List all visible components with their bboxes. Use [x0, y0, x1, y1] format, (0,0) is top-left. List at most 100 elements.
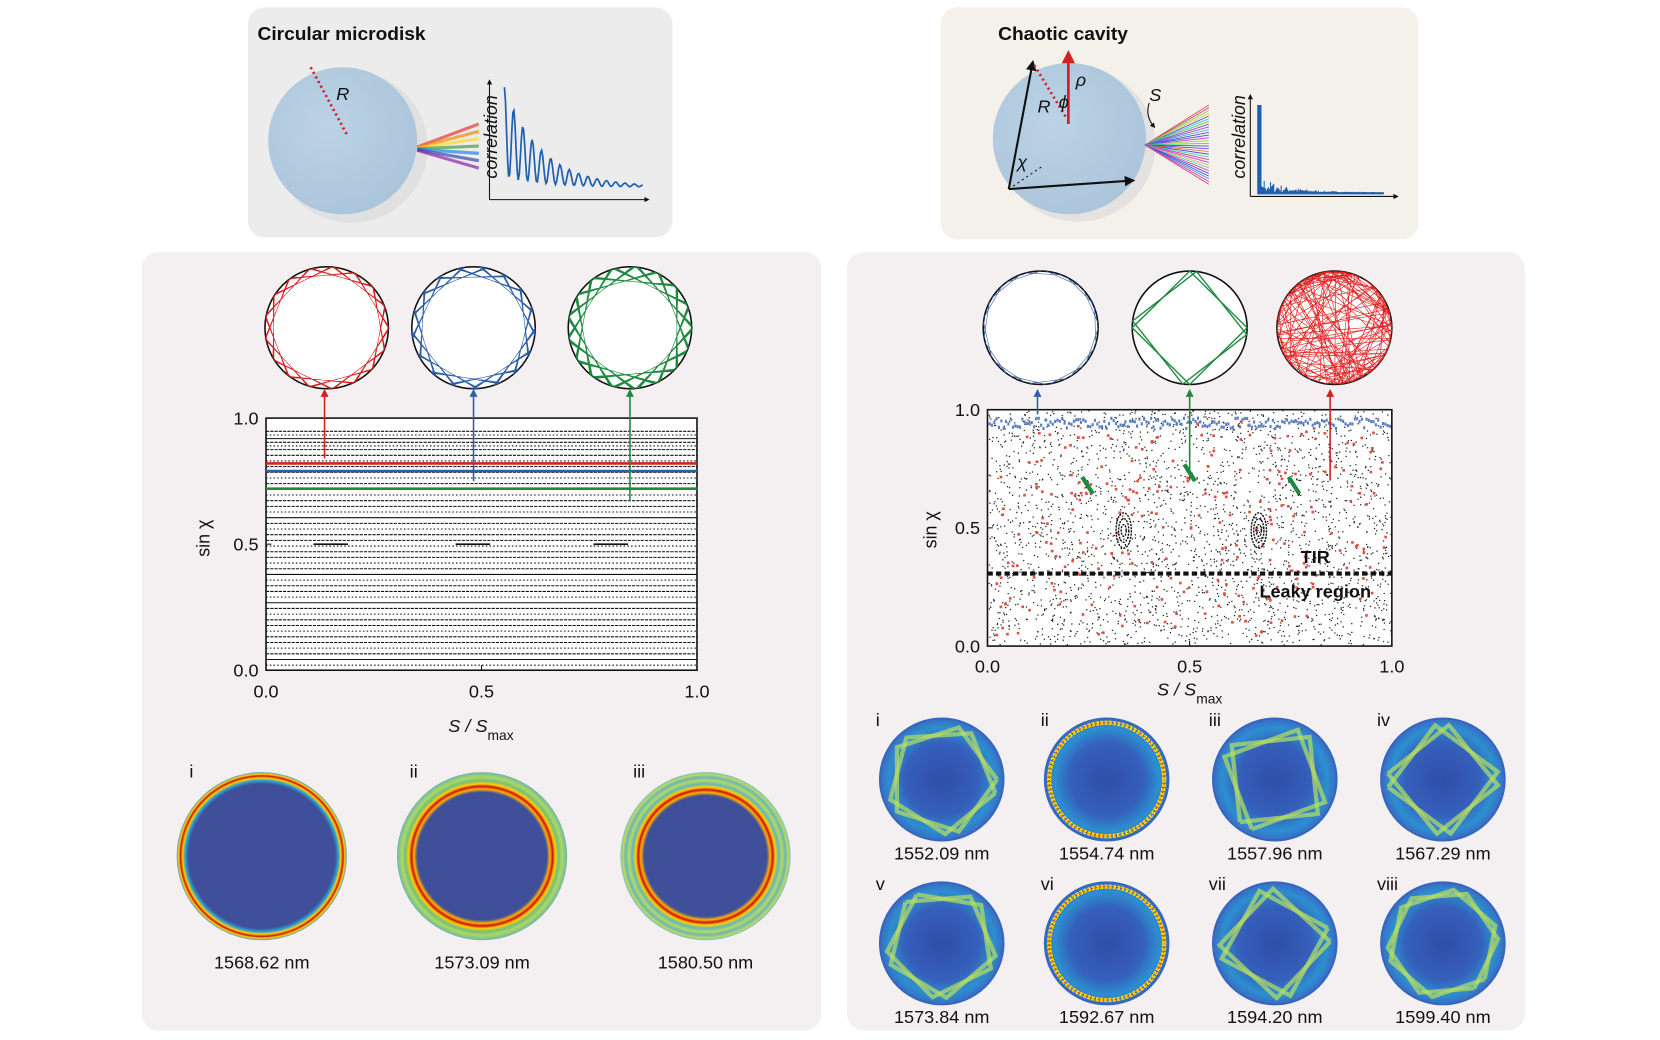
- mode-pattern: [884, 892, 994, 1000]
- light-ray: [1144, 144, 1210, 185]
- mode-wavelength: 1594.20 nm: [1227, 1007, 1323, 1027]
- y-tick-label: 1.0: [233, 409, 258, 429]
- trajectory: [1131, 270, 1248, 386]
- light-ray: [416, 137, 480, 150]
- light-ray: [1144, 144, 1209, 166]
- mode-wavelength: 1567.29 nm: [1395, 843, 1491, 863]
- light-ray: [416, 122, 480, 149]
- island: [1080, 475, 1095, 495]
- mode-image: [1044, 718, 1169, 841]
- x-axis-label-sub: max: [488, 728, 514, 743]
- x-tick-label: 0.0: [253, 682, 278, 702]
- light-ray: [1144, 131, 1209, 146]
- mode-edge: [1212, 881, 1338, 1006]
- light-ray: [1144, 144, 1209, 161]
- poincare-points: [988, 416, 1391, 431]
- mode-wavelength: 1573.84 nm: [894, 1007, 990, 1027]
- leaky-label: Leaky region: [1259, 582, 1371, 602]
- mode-numeral: ii: [410, 761, 418, 781]
- island: [1286, 475, 1302, 495]
- trajectory: [265, 266, 389, 389]
- mode-image: [176, 772, 347, 941]
- mode-numeral: v: [876, 874, 885, 894]
- x-axis-label: S / Smax: [448, 716, 513, 742]
- light-ray: [1144, 121, 1209, 146]
- axis-label: correlation: [1229, 95, 1249, 178]
- mode-edge: [1043, 881, 1170, 1006]
- mode-pattern: [887, 731, 998, 837]
- mode-numeral: iii: [633, 761, 645, 781]
- mode-ring: [1048, 722, 1165, 837]
- correlation-curve: [1257, 105, 1384, 195]
- axis-label: correlation: [481, 95, 501, 178]
- s-label: S: [1149, 85, 1161, 105]
- mode-edge: [1043, 717, 1170, 842]
- mode-numeral: iv: [1377, 710, 1390, 730]
- mode-numeral: i: [189, 761, 193, 781]
- light-ray: [1144, 144, 1209, 155]
- mode-edge: [1212, 717, 1338, 842]
- mode-pattern: [1388, 887, 1498, 1000]
- light-ray: [416, 148, 480, 163]
- light-ray: [1144, 115, 1209, 146]
- mode-wavelength: 1599.40 nm: [1395, 1007, 1491, 1027]
- radius-label: R: [336, 84, 349, 104]
- trajectory: [983, 270, 1099, 385]
- plot-content: [266, 430, 697, 666]
- island: [1117, 518, 1130, 543]
- mode-ring: [1048, 885, 1165, 1001]
- mode-wavelength: 1557.96 nm: [1227, 843, 1323, 863]
- chi-label: χ: [1015, 152, 1028, 172]
- y-tick-label: 0.5: [233, 535, 258, 555]
- mode-numeral: iii: [1209, 710, 1221, 730]
- light-ray: [416, 148, 480, 170]
- mode-pattern: [1385, 891, 1501, 995]
- plot-content: [988, 410, 1392, 646]
- mode-edge: [878, 717, 1005, 842]
- x-tick-label: 1.0: [684, 682, 709, 702]
- light-ray: [1144, 144, 1209, 150]
- mode-pattern: [1216, 885, 1332, 1001]
- light-ray: [1144, 129, 1209, 146]
- light-ray: [417, 144, 479, 151]
- x-tick-label: 0.5: [1177, 656, 1202, 676]
- y-tick-label: 0.0: [233, 661, 258, 681]
- light-ray: [1144, 140, 1209, 146]
- mode-image: [1213, 882, 1337, 1005]
- decorations: 0.0 0.5 1.0 0.0 0.5 1.0 0.0 0.5 1.0 0.0 0.5 1.0 i 156…: [176, 266, 1506, 1027]
- light-ray: [1144, 126, 1209, 146]
- light-ray: [1144, 144, 1209, 169]
- x-axis-label: S / Smax: [1157, 680, 1222, 706]
- trajectory: [568, 266, 692, 389]
- mode-numeral: vii: [1209, 874, 1226, 894]
- light-ray: [1144, 134, 1209, 146]
- light-ray: [1144, 144, 1209, 163]
- mode-edge: [1380, 717, 1506, 842]
- rho-label: ρ: [1075, 70, 1086, 90]
- trajectory-circle: [1131, 270, 1248, 386]
- light-ray: [1144, 123, 1209, 146]
- cavity-diagram: [992, 50, 1399, 222]
- island: [1253, 518, 1265, 543]
- mode-wavelength: 1580.50 nm: [658, 953, 754, 973]
- mode-wavelength: 1568.62 nm: [214, 953, 310, 973]
- island: [1115, 512, 1133, 549]
- x-tick-label: 0.5: [469, 682, 494, 702]
- light-ray: [1144, 142, 1209, 146]
- island: [1255, 523, 1263, 538]
- mode-numeral: vi: [1041, 874, 1054, 894]
- x-axis-label-sub: max: [1196, 691, 1222, 706]
- header-title: Chaotic cavity: [998, 24, 1128, 45]
- correlation-curve: [503, 87, 644, 188]
- y-axis-label: sin χ: [920, 511, 940, 549]
- x-axis-label-main: S / S: [448, 716, 487, 736]
- trajectory: [1276, 270, 1393, 385]
- x-tick-label: 1.0: [1379, 656, 1404, 676]
- mode-numeral: ii: [1041, 710, 1049, 730]
- mode-image: [620, 772, 791, 941]
- mode-image: [396, 772, 568, 941]
- radius-label: R: [1038, 97, 1051, 117]
- mode-image: [1044, 882, 1169, 1005]
